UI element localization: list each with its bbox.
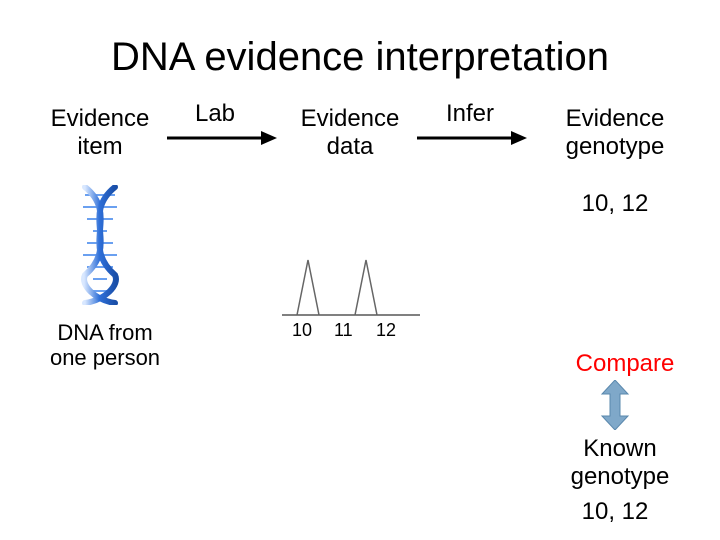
known-line2: genotype [571,463,670,490]
egram-tick-12: 12 [376,320,396,341]
dna-caption-line1: DNA from [57,320,152,345]
electropherogram-chart [280,255,430,325]
compare-double-arrow-icon [598,380,632,430]
arrow-lab [165,128,277,148]
stage1-line2: item [77,133,122,160]
stage1-label: Evidence item [40,105,160,160]
stage1-line1: Evidence [51,105,150,132]
arrow2-label: Infer [435,100,505,128]
dna-caption: DNA from one person [40,320,170,371]
known-line1: Known [583,435,656,462]
dna-helix-icon [75,185,125,305]
slide-title: DNA evidence interpretation [0,35,720,80]
known-genotype-value: 10, 12 [575,498,655,526]
evidence-genotype-value: 10, 12 [575,190,655,218]
stage3-line1: Evidence [566,105,665,132]
stage2-line2: data [327,133,374,160]
arrow-infer [415,128,527,148]
dna-caption-line2: one person [50,345,160,370]
stage3-label: Evidence genotype [555,105,675,160]
stage3-line2: genotype [566,133,665,160]
compare-label: Compare [565,350,685,378]
arrow1-label: Lab [185,100,245,128]
known-genotype-label: Known genotype [560,435,680,490]
stage2-line1: Evidence [301,105,400,132]
stage2-label: Evidence data [290,105,410,160]
egram-tick-10: 10 [292,320,312,341]
egram-tick-11: 11 [334,320,353,341]
